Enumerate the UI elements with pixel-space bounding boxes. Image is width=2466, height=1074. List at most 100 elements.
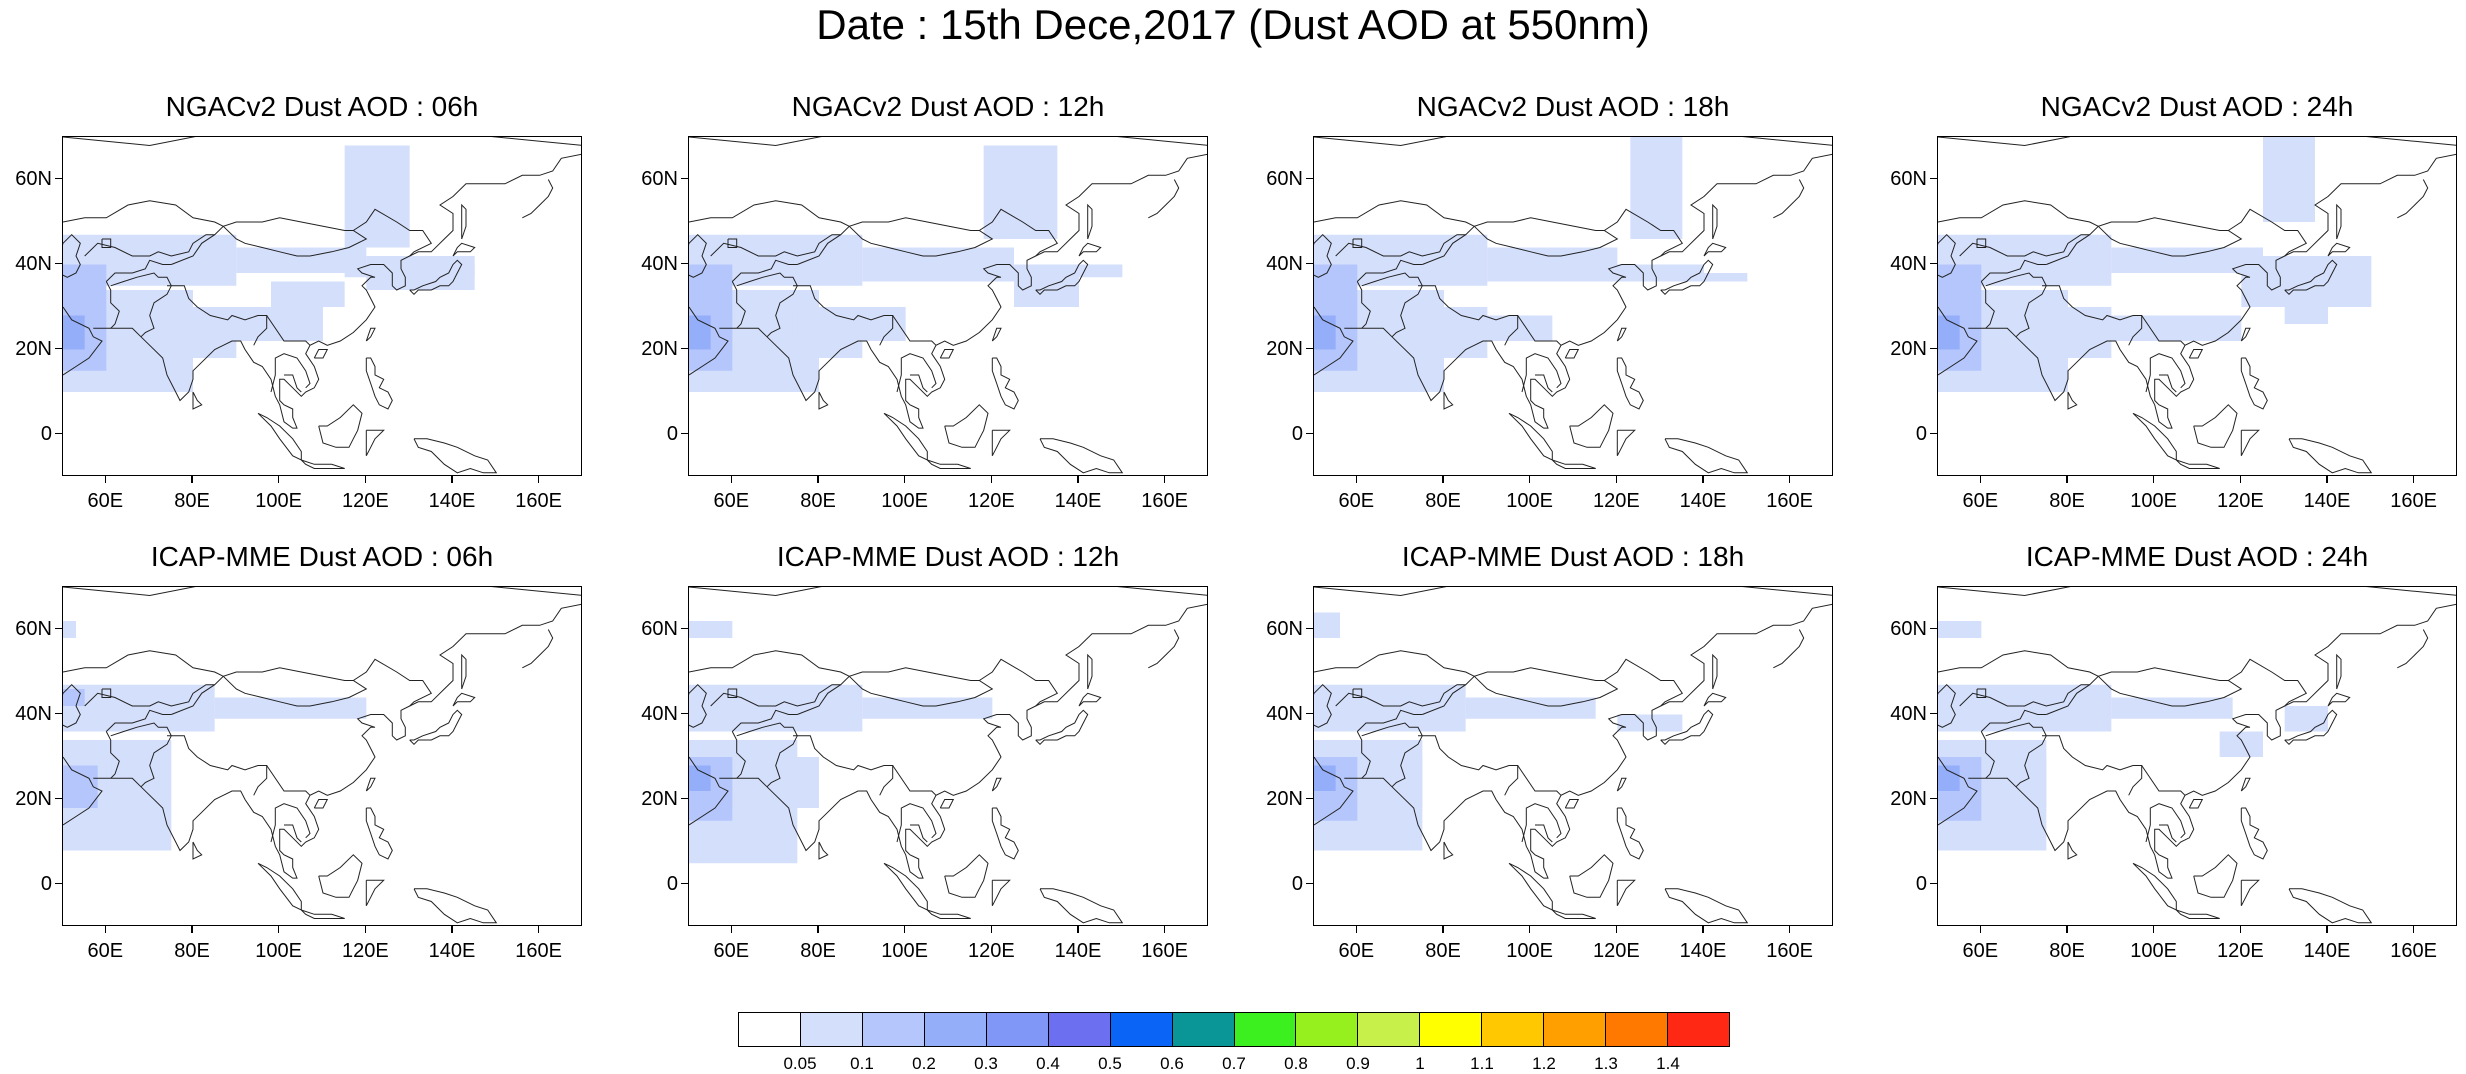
colorbar-label: 0.05 [783, 1054, 817, 1073]
dust-aod-map [688, 586, 1208, 926]
coastline [1039, 438, 1124, 474]
y-tick-label: 0 [666, 422, 678, 445]
coastline [1938, 306, 1978, 376]
coastline [365, 327, 376, 342]
map-canvas [63, 137, 581, 474]
coastline [105, 731, 120, 779]
coastline [63, 306, 103, 376]
coastline [991, 879, 1011, 907]
coastline [939, 349, 955, 359]
x-tick [1528, 926, 1531, 933]
coastline [991, 357, 1019, 410]
colorbar-box [1296, 1013, 1359, 1046]
coastline [63, 756, 103, 826]
coastline [2175, 909, 2220, 919]
coastline [1938, 683, 1956, 728]
x-tick-label: 140E [1679, 940, 1727, 962]
coastline [84, 684, 215, 707]
coastline [1035, 259, 1089, 296]
y-tick [1306, 177, 1313, 180]
y-tick-label: 40N [15, 702, 52, 725]
x-tick [2412, 926, 2415, 933]
x-tick-label: 160E [1141, 940, 1189, 962]
coastline [270, 353, 311, 393]
x-tick [1615, 476, 1618, 483]
x-tick-label: 120E [2216, 490, 2264, 512]
coastline [1521, 803, 1562, 843]
y-tick [55, 262, 62, 265]
dust-area [2111, 247, 2263, 273]
coastline [1314, 587, 1832, 597]
coastline [2175, 459, 2220, 469]
coastline [2132, 412, 2177, 461]
dust-area [2284, 706, 2328, 732]
coastline [2327, 242, 2351, 257]
y-tick [681, 712, 688, 715]
y-tick [681, 797, 688, 800]
coastline [689, 650, 850, 677]
coastline [1551, 459, 1596, 469]
coastline [1335, 684, 1466, 707]
y-tick [1306, 432, 1313, 435]
coastline [1564, 349, 1580, 359]
x-tick-label: 100E [1506, 490, 1554, 512]
colorbar-box [1172, 1013, 1235, 1046]
dust-area [797, 307, 906, 341]
coastline [318, 404, 363, 448]
x-tick [817, 926, 819, 933]
coastline [991, 807, 1019, 860]
dust-area [2284, 290, 2328, 324]
coastline [2159, 374, 2177, 393]
x-tick-label: 80E [174, 940, 210, 962]
y-tick [681, 347, 688, 350]
x-tick-label: 160E [515, 490, 563, 512]
coastline [1569, 854, 1614, 898]
coastline [1356, 731, 1371, 779]
coastline [2067, 841, 2078, 860]
x-tick [364, 476, 367, 483]
x-tick-label: 60E [87, 940, 124, 962]
coastline [1087, 653, 1093, 690]
y-tick-label: 60N [15, 167, 52, 190]
coastline [2327, 692, 2351, 707]
coastline [793, 285, 894, 346]
dust-area [983, 145, 1058, 239]
dust-area [2219, 731, 2263, 757]
colorbar-box [1668, 1013, 1729, 1046]
y-tick-label: 60N [641, 167, 678, 190]
coastline [1314, 200, 1475, 227]
y-tick [681, 432, 688, 435]
x-tick-label: 160E [2390, 490, 2438, 512]
x-tick [817, 476, 819, 483]
x-tick-label: 80E [2049, 940, 2085, 962]
coastline [892, 765, 937, 796]
dust-aod-map [1313, 136, 1833, 476]
dust-area [689, 621, 733, 638]
coastline [167, 735, 268, 796]
colorbar-label: 0.5 [1098, 1054, 1122, 1073]
dust-area [1314, 684, 1466, 732]
coastline [1660, 709, 1714, 746]
coastline [1314, 137, 1832, 147]
coastline [910, 374, 928, 393]
coastline [2145, 353, 2186, 393]
coastline [461, 653, 467, 690]
coastline [1035, 709, 1089, 746]
coastline [63, 233, 81, 278]
x-tick [2412, 476, 2415, 483]
coastline [892, 315, 937, 346]
y-tick [55, 882, 62, 885]
colorbar-box [1544, 1013, 1607, 1046]
coastline [2240, 429, 2260, 457]
coastline [284, 824, 302, 843]
coastline [1087, 203, 1093, 240]
y-tick-label: 0 [40, 872, 52, 895]
dust-area [1938, 621, 1982, 638]
coastline [257, 862, 302, 911]
coastline [1938, 200, 2099, 227]
coastline [300, 459, 345, 469]
coastline [63, 200, 224, 227]
y-tick [1306, 347, 1313, 350]
coastline [2240, 327, 2251, 342]
colorbar [738, 1012, 1730, 1047]
